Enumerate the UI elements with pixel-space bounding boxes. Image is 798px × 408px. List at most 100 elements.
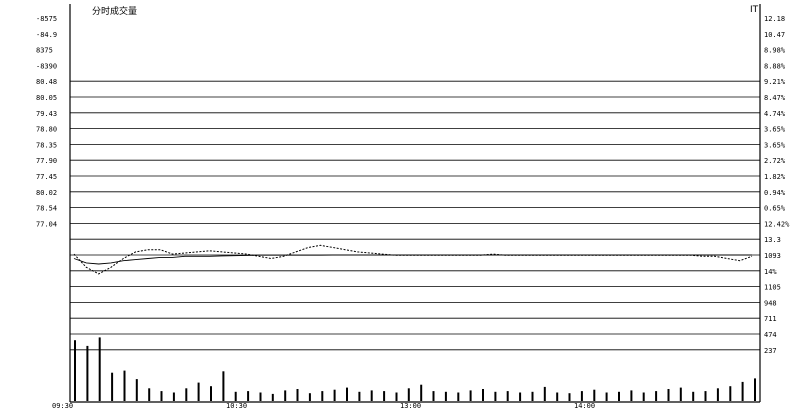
- left-tick-label: -8575: [36, 15, 57, 23]
- right-tick-label: 12.42%: [764, 220, 790, 228]
- right-tick-label: 711: [764, 315, 777, 323]
- x-tick-label: 13:00: [400, 402, 421, 408]
- volume-bar: [642, 392, 645, 401]
- volume-bar: [358, 391, 361, 401]
- right-tick-label: 0.94%: [764, 189, 786, 197]
- volume-bar: [210, 386, 212, 401]
- right-tick-label: 1093: [764, 252, 781, 260]
- left-tick-label: 79.43: [36, 110, 57, 118]
- right-tick-label: 1105: [764, 284, 781, 292]
- left-tick-label: 77.45: [36, 173, 57, 181]
- volume-bar: [222, 371, 225, 401]
- volume-bar: [543, 386, 546, 401]
- right-tick-label: 9.21%: [764, 78, 786, 86]
- left-tick-label: 8375: [36, 47, 53, 55]
- left-tick-label: 78.35: [36, 141, 57, 149]
- left-tick-label: 80.48: [36, 78, 57, 86]
- volume-bar: [420, 384, 423, 401]
- volume-bar: [308, 393, 311, 401]
- left-tick-label: 80.02: [36, 189, 57, 197]
- right-tick-label: 8.98%: [764, 47, 786, 55]
- right-tick-label: 8.47%: [764, 94, 786, 102]
- left-axis-tick-labels: -8575 -84.9 8375 -8390 80.48 80.05 79.43 78.80 7…: [36, 15, 57, 228]
- price-line: [73, 244, 753, 275]
- volume-bar: [271, 393, 274, 401]
- x-tick-label: 09:30: [52, 402, 73, 408]
- volume-bar: [98, 337, 101, 401]
- volume-bar: [123, 370, 126, 401]
- volume-bar: [556, 392, 559, 401]
- right-tick-label: 14%: [764, 268, 777, 276]
- volume-bar: [506, 391, 509, 401]
- right-tick-label: 3.65%: [764, 126, 786, 134]
- right-tick-label: 3.65%: [764, 141, 786, 149]
- right-tick-label: 948: [764, 299, 777, 307]
- right-tick-label: 4.74%: [764, 110, 786, 118]
- left-tick-label: -8390: [36, 62, 57, 70]
- time-axis-tick-labels: 09:30 10:30 13:00 14:00: [52, 402, 595, 408]
- volume-bar: [160, 391, 163, 401]
- volume-bar: [692, 391, 695, 401]
- volume-bar: [346, 387, 348, 401]
- volume-bar: [655, 391, 658, 401]
- left-tick-label: 77.90: [36, 157, 57, 165]
- volume-bar: [111, 372, 114, 401]
- volume-bar: [172, 392, 175, 401]
- x-tick-label: 14:00: [574, 402, 595, 408]
- volume-bar: [618, 391, 620, 401]
- volume-bar: [630, 390, 633, 401]
- volume-bar: [407, 388, 410, 401]
- volume-bar: [457, 392, 460, 401]
- volume-bar: [247, 391, 250, 401]
- chart-title: 分时成交量: [92, 5, 137, 17]
- volume-bar: [296, 389, 299, 401]
- volume-bar: [716, 388, 719, 401]
- right-tick-label: 13.3: [764, 236, 781, 244]
- right-tick-label: 474: [764, 331, 777, 339]
- right-tick-label: 237: [764, 347, 777, 355]
- volume-bar: [580, 391, 583, 401]
- left-tick-label: 77.04: [36, 220, 57, 228]
- volume-bar: [568, 393, 571, 401]
- volume-bar: [741, 381, 744, 401]
- volume-bar: [531, 391, 534, 401]
- x-tick-label: 10:30: [226, 402, 247, 408]
- right-axis-tick-labels: 12.18 10.47 8.98% 8.88% 9.21% 8.47% 4.74% 3.65%…: [764, 15, 790, 355]
- volume-bar: [593, 389, 596, 401]
- right-tick-label: 8.88%: [764, 62, 786, 70]
- right-tick-label: 12.18: [764, 15, 785, 23]
- volume-bar: [519, 392, 522, 401]
- volume-bar: [395, 392, 398, 401]
- volume-bar: [185, 388, 188, 401]
- volume-bar: [704, 391, 707, 401]
- left-tick-label: 78.54: [36, 205, 57, 213]
- volume-bar: [321, 391, 324, 401]
- volume-bar: [259, 392, 262, 401]
- volume-bar: [444, 391, 447, 401]
- volume-bar: [234, 391, 237, 401]
- volume-bar: [667, 389, 670, 401]
- volume-bar: [333, 389, 336, 401]
- left-tick-label: 78.80: [36, 126, 57, 134]
- left-tick-label: 80.05: [36, 94, 57, 102]
- volume-bar: [74, 340, 76, 401]
- volume-bar: [482, 389, 484, 401]
- volume-bar: [86, 345, 89, 401]
- right-tick-label: 0.65%: [764, 205, 786, 213]
- volume-bar: [432, 391, 435, 401]
- volume-bar: [679, 387, 682, 401]
- volume-bar: [284, 390, 287, 401]
- volume-bar: [754, 378, 756, 401]
- volume-bar: [494, 391, 497, 401]
- horizontal-gridlines: [70, 80, 760, 351]
- volume-bar: [370, 390, 373, 401]
- volume-bar: [148, 388, 151, 401]
- right-tick-label: 2.72%: [764, 157, 786, 165]
- left-tick-label: -84.9: [36, 31, 57, 39]
- right-tick-label: 10.47: [764, 31, 785, 39]
- volume-bar: [469, 390, 472, 401]
- volume-bar: [197, 382, 200, 401]
- right-tick-label: 1.82%: [764, 173, 786, 181]
